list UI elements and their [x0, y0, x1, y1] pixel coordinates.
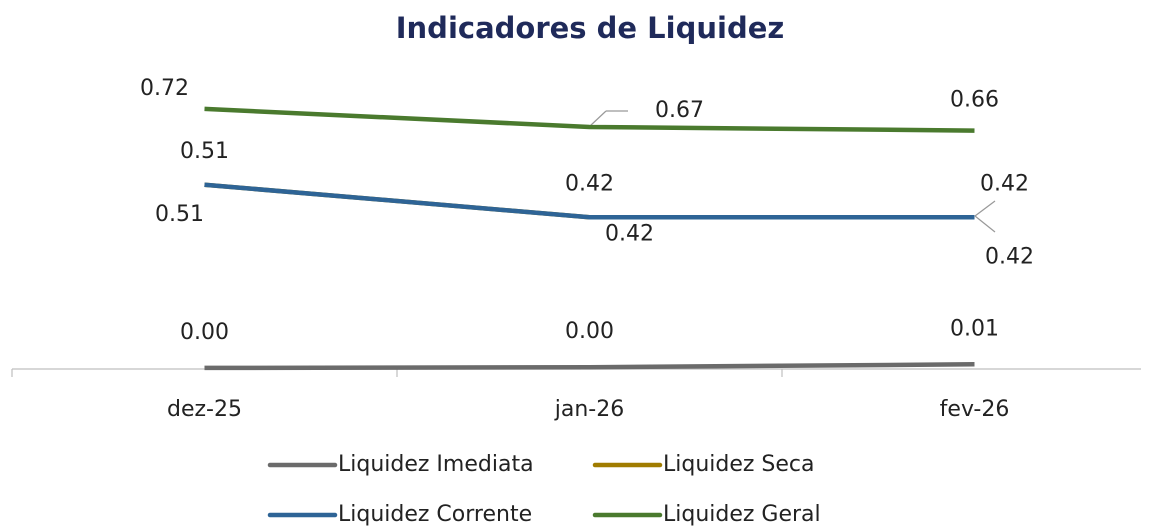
series-line — [204, 362, 975, 371]
data-label: 0.00 — [180, 320, 229, 345]
legend-label: Liquidez Geral — [663, 502, 821, 527]
data-label: 0.42 — [980, 171, 1029, 196]
x-tick-label: jan-26 — [554, 397, 624, 422]
data-label: 0.66 — [950, 88, 999, 113]
series-line — [204, 106, 975, 133]
leader-line — [974, 215, 996, 233]
data-label: 0.01 — [950, 316, 999, 341]
leader-line — [974, 200, 996, 217]
data-label: 0.42 — [605, 221, 654, 246]
data-label: 0.00 — [565, 319, 614, 344]
data-label: 0.42 — [565, 171, 614, 196]
legend-label: Liquidez Imediata — [338, 452, 534, 477]
legend-label: Liquidez Seca — [663, 452, 815, 477]
data-label: 0.51 — [180, 139, 229, 164]
data-label: 0.72 — [140, 76, 189, 101]
x-tick-label: dez-25 — [167, 397, 242, 422]
series-line — [204, 182, 975, 220]
data-label: 0.67 — [655, 98, 704, 123]
x-tick-label: fev-26 — [940, 397, 1010, 422]
data-label: 0.42 — [985, 244, 1034, 269]
chart-title: Indicadores de Liquidez — [396, 11, 785, 45]
legend-label: Liquidez Corrente — [338, 502, 532, 527]
leader-line — [589, 110, 607, 127]
data-label: 0.51 — [155, 202, 204, 227]
